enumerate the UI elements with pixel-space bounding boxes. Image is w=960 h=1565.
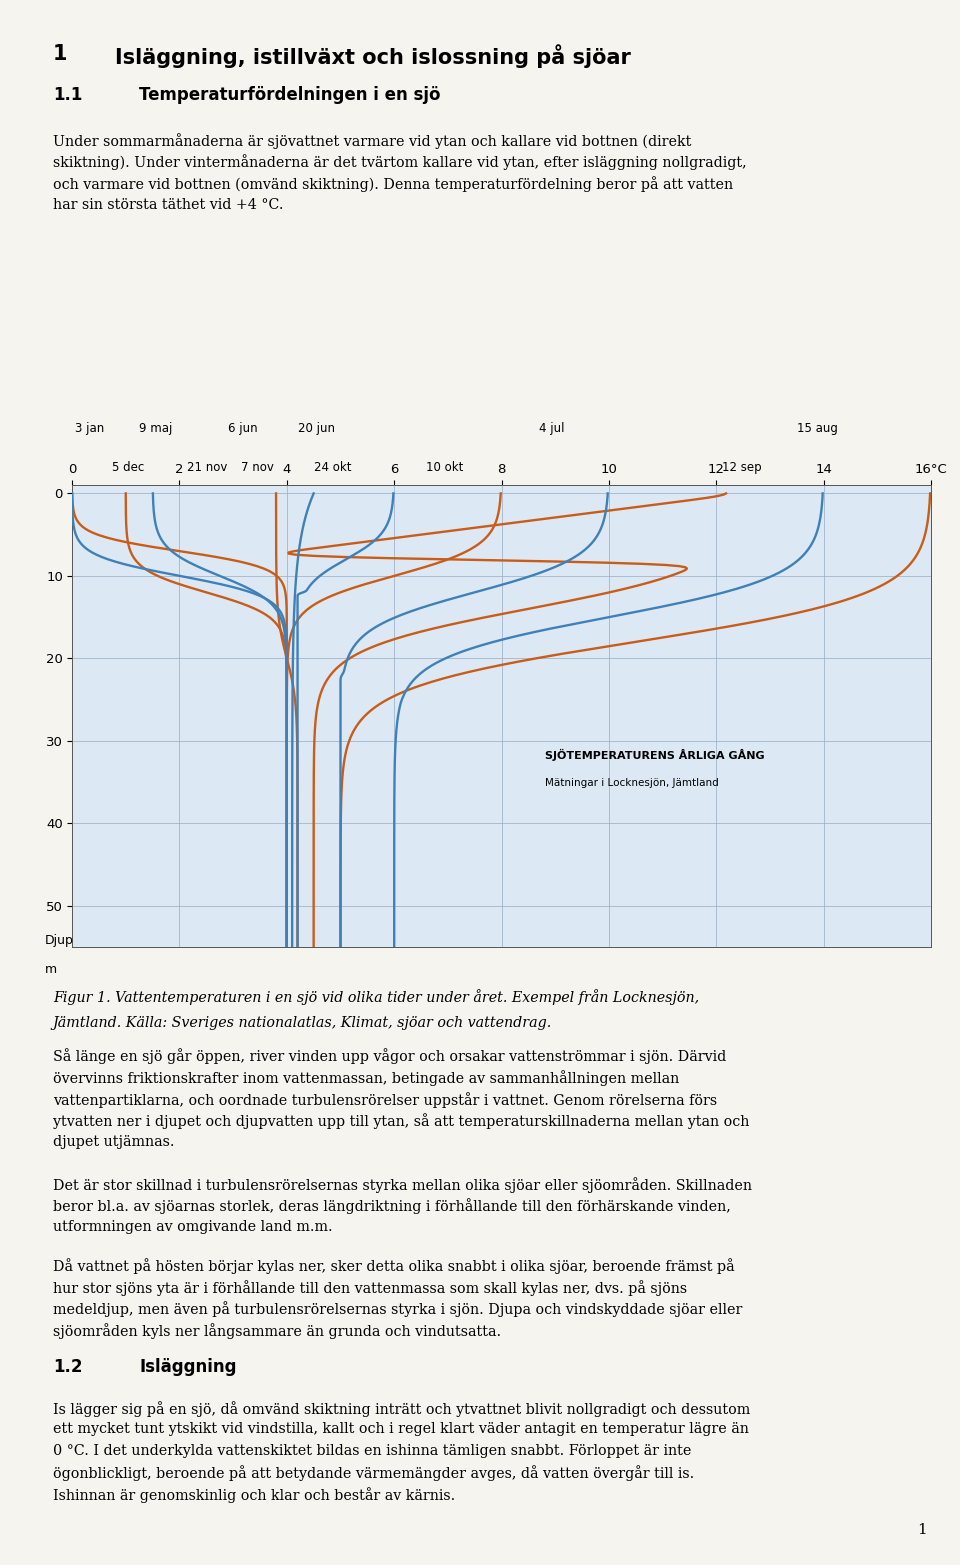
- Text: 4 jul: 4 jul: [540, 423, 564, 435]
- Text: har sin största täthet vid +4 °C.: har sin största täthet vid +4 °C.: [53, 197, 283, 211]
- Text: 10 okt: 10 okt: [426, 462, 464, 474]
- Text: övervinns friktionskrafter inom vattenmassan, betingade av sammanhållningen mell: övervinns friktionskrafter inom vattenma…: [53, 1070, 679, 1086]
- Text: skiktning). Under vintermånaderna är det tvärtom kallare vid ytan, efter isläggn: skiktning). Under vintermånaderna är det…: [53, 155, 747, 171]
- Text: 1: 1: [917, 1523, 926, 1537]
- Text: ett mycket tunt ytskikt vid vindstilla, kallt och i regel klart väder antagit en: ett mycket tunt ytskikt vid vindstilla, …: [53, 1423, 749, 1437]
- Text: Mätningar i Locknesjön, Jämtland: Mätningar i Locknesjön, Jämtland: [544, 778, 718, 787]
- Text: 3 jan: 3 jan: [75, 423, 104, 435]
- Text: Temperaturfördelningen i en sjö: Temperaturfördelningen i en sjö: [139, 86, 441, 105]
- Text: Isläggning, istillväxt och islossning på sjöar: Isläggning, istillväxt och islossning på…: [115, 44, 631, 67]
- Text: Isläggning: Isläggning: [139, 1358, 237, 1377]
- Text: Under sommarmånaderna är sjövattnet varmare vid ytan och kallare vid bottnen (di: Under sommarmånaderna är sjövattnet varm…: [53, 133, 691, 149]
- Text: 12 sep: 12 sep: [722, 462, 761, 474]
- Text: 0 °C. I det underkylda vattenskiktet bildas en ishinna tämligen snabbt. Förloppe: 0 °C. I det underkylda vattenskiktet bil…: [53, 1444, 691, 1457]
- Text: Djup: Djup: [45, 934, 74, 947]
- Text: 6 jun: 6 jun: [228, 423, 257, 435]
- Text: djupet utjämnas.: djupet utjämnas.: [53, 1135, 175, 1149]
- Text: 20 jun: 20 jun: [298, 423, 334, 435]
- Text: m: m: [45, 964, 58, 977]
- Text: Jämtland. Källa: Sveriges nationalatlas, Klimat, sjöar och vattendrag.: Jämtland. Källa: Sveriges nationalatlas,…: [53, 1016, 552, 1030]
- Text: vattenpartiklarna, och oordnade turbulensrörelser uppstår i vattnet. Genom rörel: vattenpartiklarna, och oordnade turbulen…: [53, 1092, 717, 1108]
- Text: 1.1: 1.1: [53, 86, 83, 105]
- Text: 1.2: 1.2: [53, 1358, 83, 1377]
- Text: medeldjup, men även på turbulensrörelsernas styrka i sjön. Djupa och vindskyddad: medeldjup, men även på turbulensrörelser…: [53, 1302, 742, 1318]
- Text: ögonblickligt, beroende på att betydande värmemängder avges, då vatten övergår t: ögonblickligt, beroende på att betydande…: [53, 1465, 694, 1480]
- Text: Så länge en sjö går öppen, river vinden upp vågor och orsakar vattenströmmar i s: Så länge en sjö går öppen, river vinden …: [53, 1049, 726, 1064]
- Text: 5 dec: 5 dec: [112, 462, 145, 474]
- Text: sjöområden kyls ner långsammare än grunda och vindutsatta.: sjöområden kyls ner långsammare än grund…: [53, 1322, 501, 1338]
- Text: Is lägger sig på en sjö, då omvänd skiktning inträtt och ytvattnet blivit nollgr: Is lägger sig på en sjö, då omvänd skikt…: [53, 1401, 750, 1416]
- Text: SJÖTEMPERATURENS ÅRLIGA GÅNG: SJÖTEMPERATURENS ÅRLIGA GÅNG: [544, 750, 764, 761]
- Text: Då vattnet på hösten börjar kylas ner, sker detta olika snabbt i olika sjöar, be: Då vattnet på hösten börjar kylas ner, s…: [53, 1258, 734, 1274]
- Text: 15 aug: 15 aug: [797, 423, 838, 435]
- Text: hur stor sjöns yta är i förhållande till den vattenmassa som skall kylas ner, dv: hur stor sjöns yta är i förhållande till…: [53, 1280, 687, 1296]
- Text: 1: 1: [53, 44, 67, 64]
- Text: beror bl.a. av sjöarnas storlek, deras längdriktning i förhållande till den förh: beror bl.a. av sjöarnas storlek, deras l…: [53, 1199, 731, 1214]
- Text: 9 maj: 9 maj: [139, 423, 173, 435]
- Text: 21 nov: 21 nov: [187, 462, 228, 474]
- Text: utformningen av omgivande land m.m.: utformningen av omgivande land m.m.: [53, 1221, 332, 1233]
- Text: Det är stor skillnad i turbulensrörelsernas styrka mellan olika sjöar eller sjöo: Det är stor skillnad i turbulensrörelser…: [53, 1177, 752, 1193]
- Text: Ishinnan är genomskinlig och klar och består av kärnis.: Ishinnan är genomskinlig och klar och be…: [53, 1487, 455, 1502]
- Text: 24 okt: 24 okt: [314, 462, 351, 474]
- Text: och varmare vid bottnen (omvänd skiktning). Denna temperaturfördelning beror på : och varmare vid bottnen (omvänd skiktnin…: [53, 177, 732, 192]
- Text: Figur 1. Vattentemperaturen i en sjö vid olika tider under året. Exempel från Lo: Figur 1. Vattentemperaturen i en sjö vid…: [53, 989, 699, 1005]
- Text: ytvatten ner i djupet och djupvatten upp till ytan, så att temperaturskillnadern: ytvatten ner i djupet och djupvatten upp…: [53, 1113, 749, 1128]
- Text: 7 nov: 7 nov: [241, 462, 274, 474]
